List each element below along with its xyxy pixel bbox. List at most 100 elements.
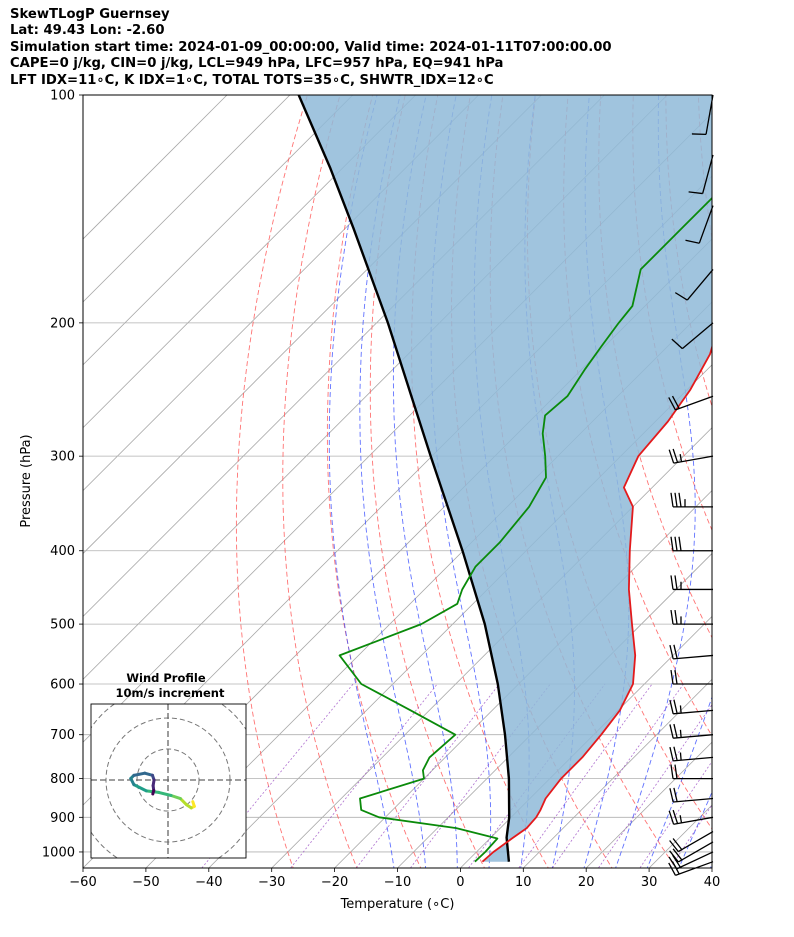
moist-adiabat (359, 95, 427, 868)
barb-staff (675, 861, 714, 876)
barb-staff (698, 205, 714, 244)
barb-flag (669, 699, 674, 714)
wind-barb (670, 669, 713, 685)
cape-cin-area (298, 95, 712, 862)
x-axis-label: Temperature (∘C) (340, 897, 455, 912)
barb-staff (673, 455, 714, 464)
x-tick-label: 0 (456, 875, 464, 890)
isotherm-line (523, 678, 712, 868)
hodograph-segment (157, 790, 173, 797)
barb-flag (673, 746, 678, 761)
barb-flag (672, 809, 679, 824)
barb-flag (671, 395, 680, 409)
moist-adiabat (392, 95, 458, 868)
hodograph-subtitle: 10m/s increment (116, 686, 225, 700)
barb-flag (688, 191, 703, 195)
hodograph-segment (132, 771, 147, 777)
barb-flag (668, 449, 675, 464)
barb-staff (678, 831, 714, 853)
dry-adiabat (665, 95, 712, 408)
wind-barb (691, 94, 714, 136)
stability-indices-cape: CAPE=0 j/kg, CIN=0 j/kg, LCL=949 hPa, LF… (10, 56, 504, 72)
wind-barb (669, 644, 714, 660)
wind-barb (669, 723, 714, 739)
isotherm-line (334, 490, 712, 868)
barb-half-flag (679, 815, 683, 823)
barb-half-flag (679, 705, 682, 714)
barb-flag (674, 536, 678, 551)
barb-half-flag (679, 454, 683, 462)
wind-barb (670, 610, 713, 625)
mixing-ratio-line (551, 683, 684, 868)
barb-staff (673, 797, 714, 803)
barb-flag (678, 492, 682, 507)
mixing-ratio-line (639, 760, 712, 868)
chart-title: SkewTLogP Guernsey (10, 7, 170, 22)
stability-indices-lifted: LFT IDX=11∘C, K IDX=1∘C, TOTAL TOTS=35∘C… (10, 72, 494, 88)
moist-adiabat (678, 791, 712, 868)
barb-flag (670, 575, 674, 590)
x-tick-label: 10 (515, 875, 532, 890)
moist-adiabat (615, 95, 696, 868)
barb-flag (670, 536, 674, 551)
barb-flag (668, 397, 676, 411)
dry-adiabat (762, 78, 794, 871)
dry-adiabat (326, 95, 422, 868)
wind-barb (669, 831, 714, 853)
barb-staff (681, 322, 714, 350)
wind-barb (668, 809, 714, 825)
barb-flag (673, 723, 678, 738)
x-tick-label: −60 (69, 875, 96, 890)
barb-half-flag (679, 752, 682, 761)
hodograph-inset: Wind Profile 10m/s increment (90, 671, 247, 859)
barb-flag (670, 610, 674, 625)
barb-flag (669, 724, 674, 739)
barb-staff (673, 816, 714, 825)
y-tick-label: 600 (50, 678, 75, 693)
barb-flag (674, 610, 678, 625)
barb-staff (676, 851, 714, 870)
x-tick-label: −20 (321, 875, 348, 890)
barb-staff (675, 395, 714, 411)
wind-barb (669, 841, 714, 863)
wind-barb (670, 536, 713, 552)
isotherm-line (271, 427, 712, 868)
wind-barb (670, 575, 713, 591)
x-tick-label: −40 (195, 875, 222, 890)
barb-flag (670, 764, 674, 779)
barb-flag (685, 239, 700, 244)
x-tick-label: −30 (258, 875, 285, 890)
mixing-ratio-line (669, 804, 712, 868)
barb-staff (678, 841, 714, 863)
x-tick-label: 30 (641, 875, 658, 890)
barb-flag (669, 644, 674, 660)
barb-flag (672, 838, 683, 851)
moist-adiabat (709, 863, 712, 868)
barb-flag (674, 669, 678, 685)
mixing-ratio-line (355, 683, 500, 868)
wind-barb (668, 395, 714, 411)
wind-barb (669, 746, 714, 762)
barb-flag (669, 850, 679, 863)
isotherm-line (83, 95, 479, 492)
barb-flag (669, 788, 674, 803)
barb-flag (668, 810, 675, 825)
y-tick-label: 200 (50, 316, 75, 331)
mixing-ratio-line (290, 683, 438, 868)
hodograph-segment (132, 783, 148, 793)
y-tick-label: 700 (50, 728, 75, 743)
wind-barb (685, 205, 714, 244)
y-tick-label: 300 (50, 450, 75, 465)
x-tick-label: −50 (132, 875, 159, 890)
barb-flag (674, 575, 678, 590)
barb-staff (702, 154, 714, 194)
barb-staff (673, 734, 714, 739)
location-coordinates: Lat: 49.43 Lon: -2.60 (10, 23, 165, 39)
y-axis-label: Pressure (hPa) (19, 434, 34, 527)
wind-barb (670, 492, 713, 508)
isotherm-line (775, 95, 794, 868)
profile-lines (297, 95, 712, 863)
barb-flag (670, 669, 674, 685)
simulation-times: Simulation start time: 2024-01-09_00:00:… (10, 39, 612, 55)
isotherm-line (83, 95, 416, 429)
